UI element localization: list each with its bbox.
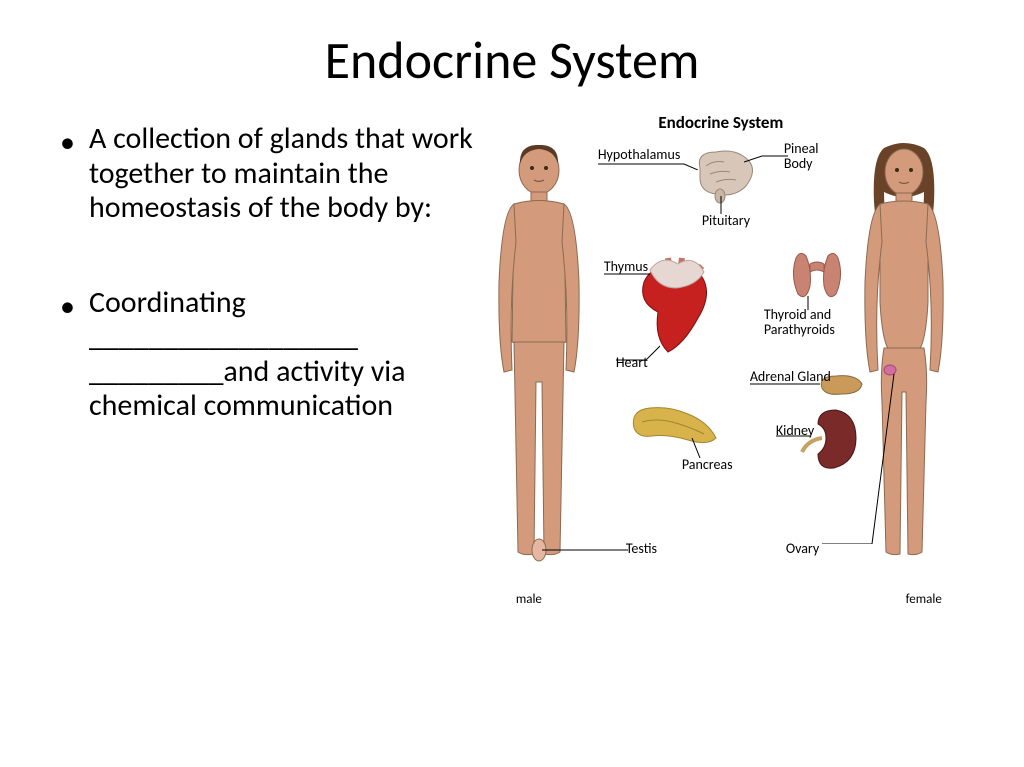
endocrine-diagram: Endocrine System: [486, 112, 956, 602]
bullet-column: • A collection of glands that work toget…: [60, 112, 476, 602]
leader-pancreas: [688, 438, 702, 458]
leader-thyroid: [804, 296, 812, 310]
leader-thymus: [604, 270, 650, 278]
label-testis: Testis: [626, 540, 657, 557]
leader-ovary: [822, 372, 902, 544]
label-thyroid: Thyroid and Parathyroids: [764, 308, 835, 337]
leader-hypothalamus: [598, 156, 698, 170]
leader-pituitary: [716, 196, 726, 214]
bullet-marker: •: [60, 290, 75, 424]
bullet-marker: •: [60, 126, 75, 226]
bullet-text: Coordinating __________________ ________…: [89, 286, 476, 424]
label-ovary: Ovary: [786, 540, 819, 557]
figure-male: [494, 142, 584, 592]
organ-pancreas: [626, 398, 721, 457]
leader-testis: [542, 546, 628, 554]
leader-kidney: [776, 432, 810, 440]
label-pituitary: Pituitary: [702, 212, 750, 229]
label-pineal: Pineal Body: [784, 142, 819, 171]
label-pancreas: Pancreas: [682, 456, 733, 473]
organ-thyroid: [786, 246, 848, 310]
diagram-title: Endocrine System: [486, 112, 956, 133]
bullet-text: A collection of glands that work togethe…: [89, 122, 476, 226]
slide-title: Endocrine System: [0, 0, 1024, 112]
leader-heart: [616, 344, 660, 362]
caption-male: male: [516, 592, 542, 607]
leader-pineal: [744, 154, 788, 164]
caption-female: female: [906, 592, 942, 607]
content-row: • A collection of glands that work toget…: [0, 112, 1024, 602]
bullet-item: • A collection of glands that work toget…: [60, 122, 476, 226]
bullet-item: • Coordinating __________________ ______…: [60, 286, 476, 424]
leader-adrenal: [750, 380, 820, 388]
diagram-column: Endocrine System: [476, 112, 964, 602]
